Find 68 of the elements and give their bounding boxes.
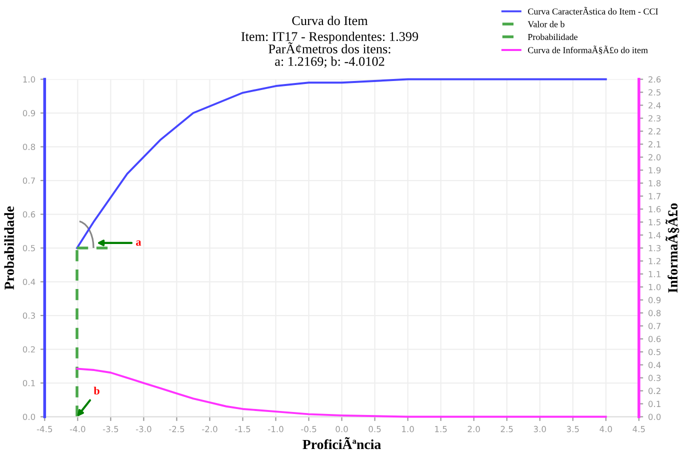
y-axis-title: Probabilidade [4,206,14,290]
x-tick-label: 2.5 [500,426,513,432]
y-tick-label: 1.0 [23,76,36,83]
y2-tick-label: 1.4 [648,232,661,238]
y-tick-label: 0.1 [22,380,35,386]
y2-tick-label: 1.5 [648,219,660,226]
y-tick-label: 0.2 [22,346,35,353]
x-tick-label: 2.0 [468,426,480,432]
x-tick-label: -0.5 [301,426,316,432]
legend-label: Valor de b [528,20,564,28]
y2-tick-label: 1.3 [648,245,661,252]
legend-label: Curva de InformaÃ§Ã£o do item [528,46,648,54]
y-tick-label: 0.7 [22,178,35,184]
x-tick-label: -3.5 [102,426,118,432]
y2-tick-label: 2.5 [648,89,660,96]
y2-tick-label: 1.6 [648,206,661,212]
y-tick-label: 0.3 [22,312,35,319]
legend-label: Curva CaracterÃstica do Item - CCI [528,6,658,15]
y2-tick-label: 0.3 [648,374,661,382]
x-tick-label: 3.5 [566,426,579,432]
y2-axis-title: InformaÃ§Ã£o [666,203,680,293]
y2-tick-label: 0.4 [648,362,661,368]
y2-tick-label: 0.2 [648,388,660,394]
y2-tick-label: 0.5 [648,348,660,356]
y2-tick-label: 1.0 [648,284,661,290]
x-tick-label: -2.0 [202,426,218,432]
y2-tick-label: 1.7 [648,193,660,200]
x-tick-label: -4.5 [36,426,52,432]
y2-tick-label: 2.3 [648,115,661,122]
chart-title: Curva do Item [292,16,368,26]
x-tick-label: 3.0 [534,426,546,432]
y2-tick-label: 1.1 [648,271,660,278]
y2-tick-label: 0.8 [648,310,661,316]
y-tick-label: 0.6 [22,211,36,218]
y-tick-label: 0.5 [22,245,35,252]
y2-tick-label: 0.0 [648,414,661,420]
y2-tick-label: 1.8 [648,180,661,186]
x-tick-label: 4.5 [632,426,645,432]
x-tick-label: -1.0 [268,426,284,432]
y2-tick-label: 0.7 [648,322,660,330]
annotation: a [136,240,142,246]
x-axis-title: ProficiÃªncia [302,437,381,450]
x-tick-label: 1.5 [435,426,447,432]
y2-tick-label: 2.4 [648,102,661,108]
legend-label: Probabilidade [528,34,578,40]
chart-subtitle: Item: IT17 - Respondentes: 1.399 ParÃ¢metros dos itens: a: 1.2169; b: -4.0102 [241,32,418,68]
y2-tick-label: 2.1 [648,141,660,148]
y2-tick-label: 0.9 [648,296,661,304]
y2-tick-label: 2.6 [648,76,661,83]
y-tick-label: 0.9 [22,110,36,116]
y2-tick-label: 2.2 [648,128,660,134]
x-tick-label: 0.0 [336,426,348,432]
annotation: b [94,386,100,395]
y-tick-label: 0.8 [22,144,36,150]
y2-tick-label: 0.6 [648,336,661,342]
x-tick-label: 0.5 [368,426,381,432]
y2-tick-label: 1.9 [648,167,661,174]
y2-tick-label: 2.0 [648,154,661,160]
y-tick-label: 0.0 [22,414,36,420]
y2-tick-label: 1.2 [648,258,660,264]
x-tick-label: -1.5 [235,426,250,432]
y-tick-label: 0.4 [22,278,36,286]
y2-tick-label: 0.1 [648,400,660,408]
x-tick-label: -3.0 [136,426,152,432]
x-tick-label: 4.0 [600,426,612,432]
x-tick-label: -4.0 [70,426,86,432]
x-tick-label: -2.5 [168,426,184,432]
x-tick-label: 1.0 [402,426,414,432]
